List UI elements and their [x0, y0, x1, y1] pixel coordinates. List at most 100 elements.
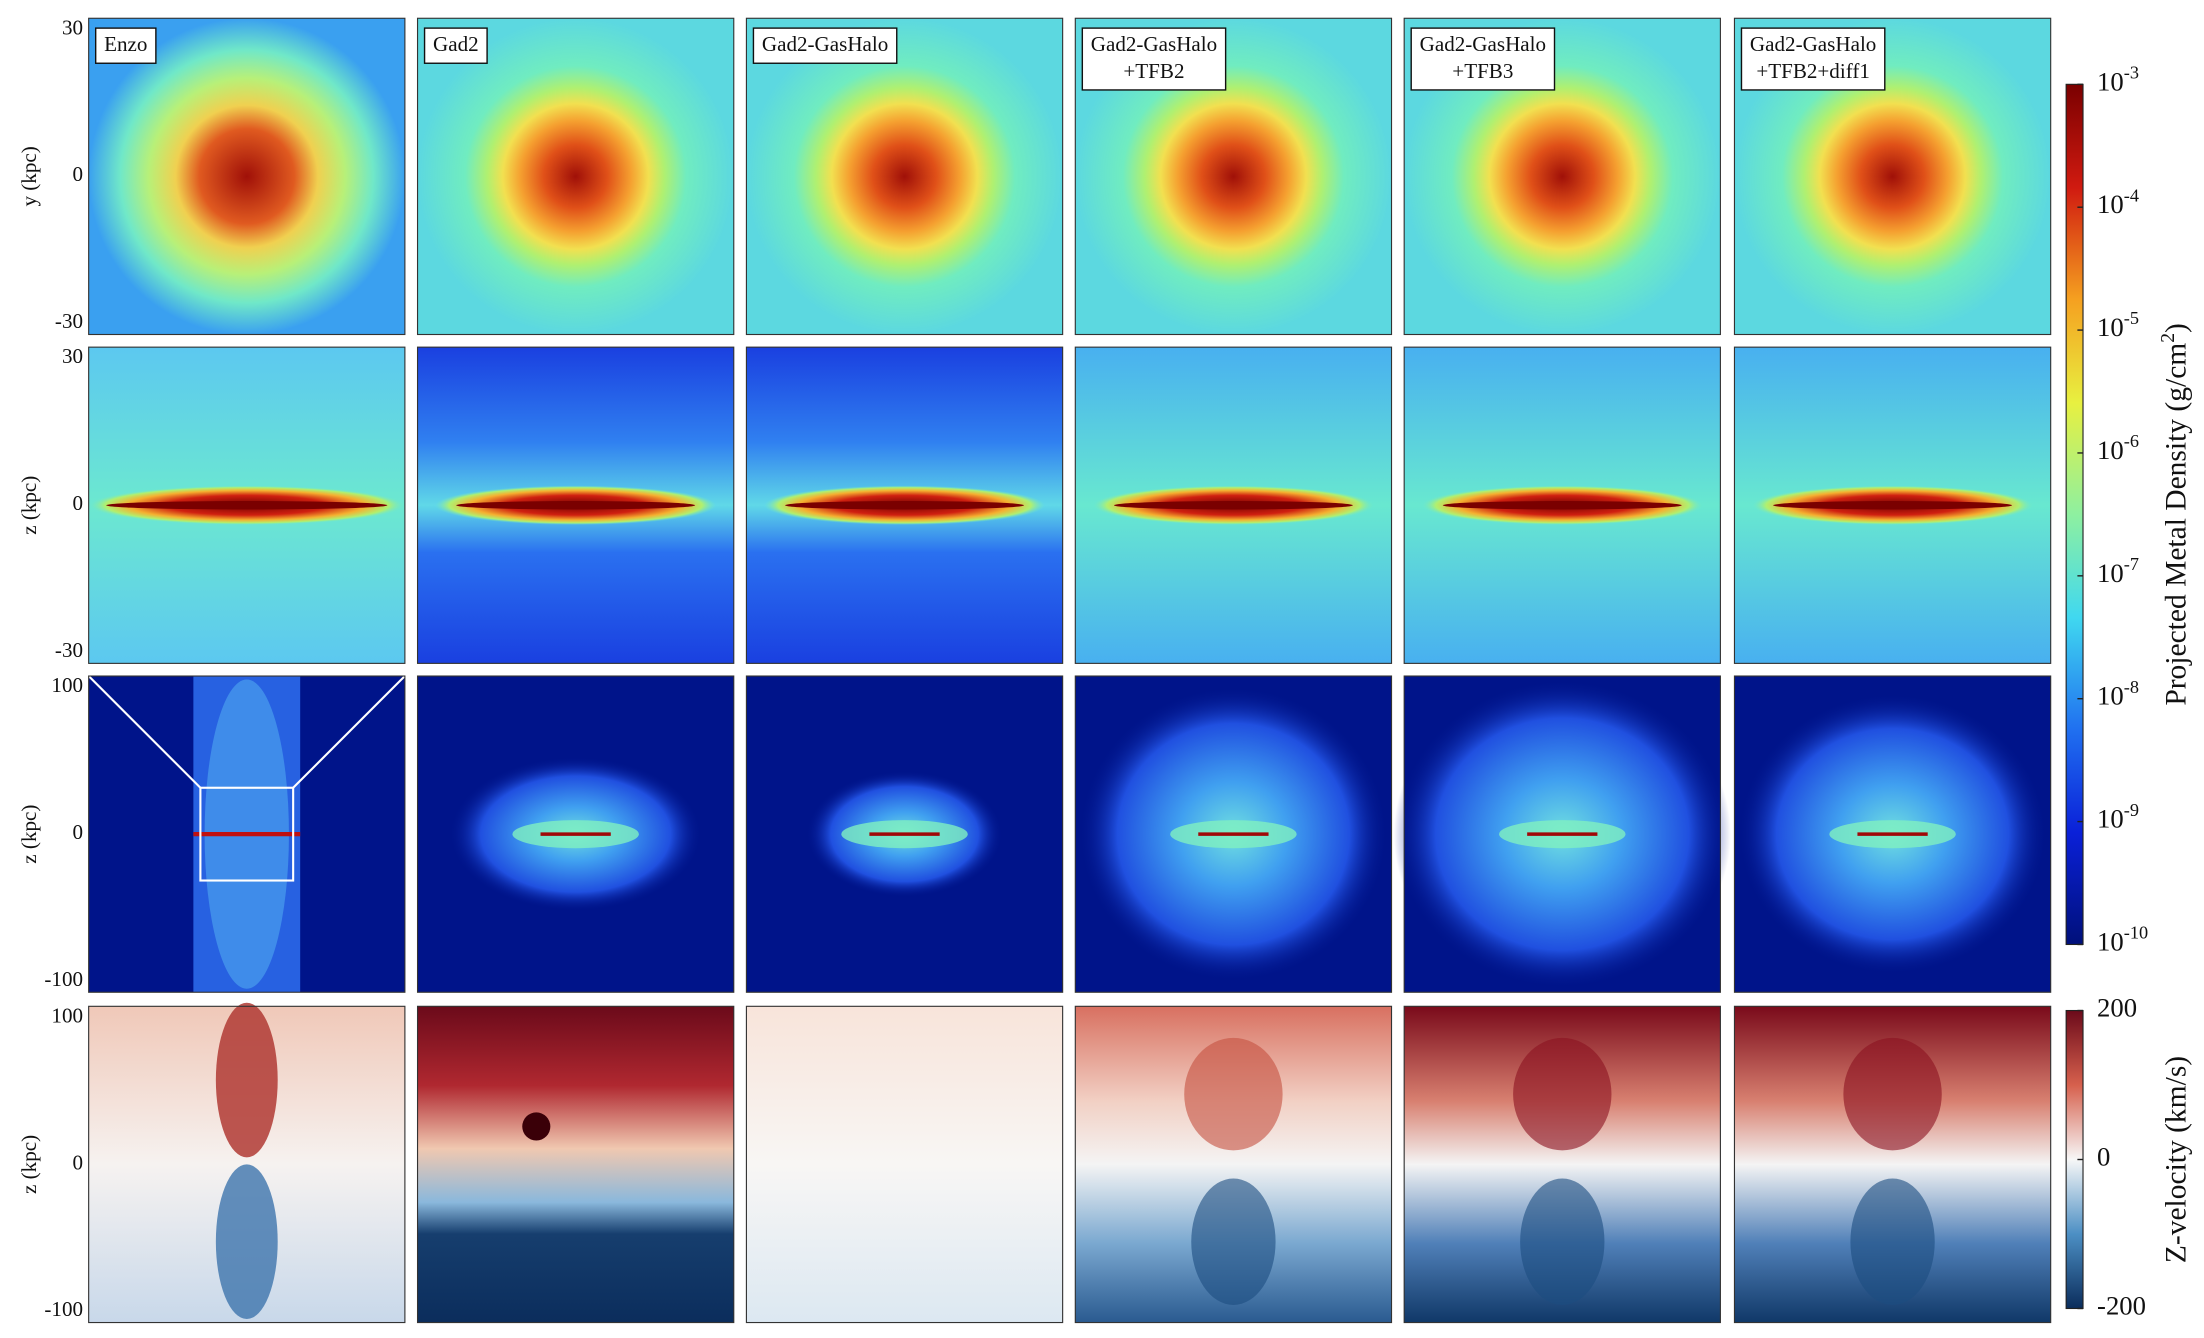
- tick-exponent: -10: [2124, 923, 2148, 943]
- colorbar-tick-label: 10-4: [2097, 186, 2139, 220]
- disk-core: [1113, 501, 1353, 510]
- y-axis-label: y (kpc): [17, 146, 41, 206]
- panel-frame: [1403, 1005, 1721, 1324]
- disk-core: [1773, 501, 2013, 510]
- y-tick-label: -100: [44, 967, 83, 991]
- panel-frame: [416, 346, 735, 664]
- tick-base: 10: [2097, 312, 2124, 342]
- panel-label-box: [1081, 27, 1227, 91]
- panel-frame: [1403, 675, 1721, 993]
- panel-image: [746, 1006, 1063, 1323]
- panel-label: Gad2-GasHalo: [1091, 32, 1217, 56]
- panel-frame: [88, 346, 406, 664]
- panel-label: Gad2-GasHalo: [1420, 32, 1546, 56]
- y-tick-label: 0: [72, 491, 83, 515]
- panel-image: [746, 18, 1063, 335]
- tick-exponent: -9: [2124, 800, 2139, 820]
- panel-label-box: [752, 27, 898, 64]
- panel-frame: [416, 17, 735, 336]
- colorbar-tick-label: 10-8: [2097, 677, 2139, 711]
- panel: [1403, 1005, 1721, 1324]
- panel-frame: [1074, 1005, 1393, 1324]
- colorbar: [2065, 1009, 2084, 1310]
- disk-core: [456, 501, 696, 510]
- panel: [88, 346, 406, 664]
- panel-frame: [88, 675, 406, 993]
- panel: [1403, 346, 1721, 664]
- panel-image: [417, 1006, 734, 1323]
- colorbar-tick-label: 10-10: [2097, 923, 2148, 957]
- y-tick-label: -30: [55, 309, 83, 333]
- panel: [745, 675, 1064, 993]
- tick-base: 10: [2097, 189, 2124, 219]
- panel-frame: [745, 346, 1064, 664]
- panel: [1393, 675, 1731, 993]
- zoom-box: [199, 786, 295, 882]
- panel-frame: [745, 1005, 1064, 1324]
- colorbar-tick-label: 10-5: [2097, 308, 2139, 342]
- tick-exponent: -4: [2124, 186, 2139, 206]
- panel: [416, 1005, 735, 1324]
- tick-exponent: -3: [2124, 63, 2139, 83]
- tick-base: 10: [2097, 435, 2124, 465]
- tick-base: 10: [2097, 804, 2124, 834]
- tick-base: 10: [2097, 558, 2124, 588]
- panel-frame: [1733, 1005, 2052, 1324]
- y-tick-label: 30: [62, 344, 83, 368]
- panel-image: [417, 18, 734, 335]
- outflow-up: [1184, 1037, 1283, 1151]
- panel-image: [88, 18, 405, 335]
- panel-frame: [1403, 346, 1721, 664]
- tick-exponent: -8: [2124, 677, 2139, 697]
- colorbar-tick-label: 10-6: [2097, 431, 2139, 465]
- tick-base: 10: [2097, 927, 2124, 957]
- colorbar-label: Z-velocity (km/s): [2160, 1056, 2192, 1263]
- disk-core: [785, 501, 1024, 510]
- panel: [1733, 675, 2052, 993]
- panel: [416, 675, 735, 993]
- colorbar: [2065, 83, 2084, 946]
- y-axis-label: z (kpc): [17, 805, 41, 864]
- outflow-down: [1191, 1178, 1276, 1305]
- zoom-line: [292, 675, 406, 789]
- panel-frame: [745, 17, 1064, 336]
- outflow-up: [1513, 1037, 1612, 1151]
- panel: [88, 1002, 406, 1324]
- panel-frame: [1074, 346, 1393, 664]
- panel-frame: [416, 675, 735, 993]
- panel: [745, 1005, 1064, 1324]
- panel: [87, 675, 406, 993]
- colorbar-tick-label: 0: [2097, 1142, 2110, 1172]
- colorbar-tick-label: 200: [2097, 993, 2137, 1023]
- outflow-down: [1850, 1178, 1935, 1305]
- y-tick-label: 100: [51, 1003, 83, 1027]
- label-sup: 2: [2156, 333, 2178, 343]
- colorbar-tick-label: 10-3: [2097, 63, 2139, 97]
- y-axis-label: z (kpc): [17, 476, 41, 535]
- colorbar-tick-label: -200: [2097, 1291, 2146, 1321]
- panel: Gad2-GasHalo +TFB2: [1074, 17, 1393, 336]
- panel: [1074, 675, 1393, 993]
- panel-frame: [88, 17, 406, 336]
- panel: Gad2-GasHalo +TFB2+diff1: [1733, 17, 2052, 336]
- y-tick-label: 0: [72, 1150, 83, 1174]
- tick-exponent: -5: [2124, 308, 2139, 328]
- clump: [522, 1112, 551, 1141]
- panel-frame: [1733, 346, 2052, 664]
- outflow-down: [1520, 1178, 1605, 1305]
- y-tick-label: -30: [55, 638, 83, 662]
- panel-frame: [1403, 17, 1721, 336]
- panel: [1733, 1005, 2052, 1324]
- panel-label-box: [94, 27, 157, 64]
- panel-frame: [1733, 17, 2052, 336]
- panel: [1074, 346, 1393, 664]
- panel-label-box: [423, 27, 488, 64]
- y-tick-label: -100: [44, 1297, 83, 1321]
- colorbar-label: Projected Metal Density (g/cm2): [2156, 323, 2192, 706]
- panel: Gad2: [416, 17, 735, 336]
- tick-base: 10: [2097, 66, 2124, 96]
- outflow-down: [215, 1164, 278, 1320]
- label-text: Projected Metal Density (g/cm: [2160, 343, 2192, 706]
- disk-core: [1442, 501, 1682, 510]
